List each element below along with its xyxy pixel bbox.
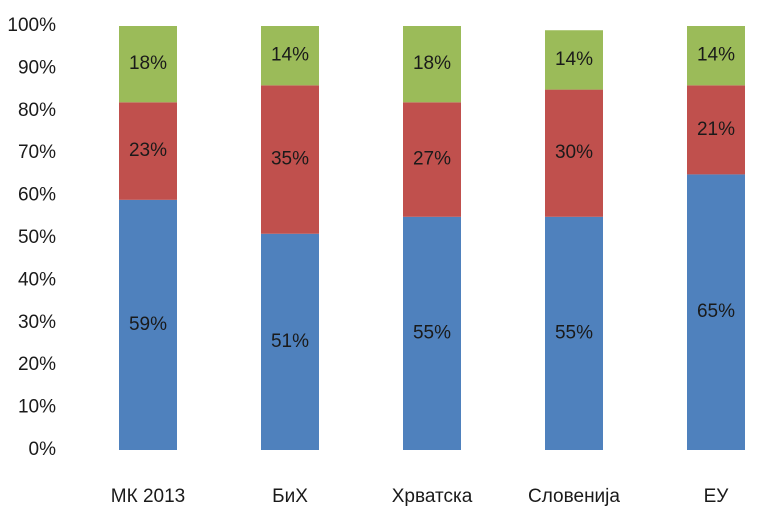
y-tick-label: 70%: [18, 142, 56, 163]
y-tick-label: 50%: [18, 227, 56, 248]
x-tick-label: МК 2013: [111, 486, 185, 507]
bar-segment: [403, 26, 461, 103]
data-label: 65%: [697, 301, 735, 322]
data-label: 21%: [697, 119, 735, 140]
bar-segment: [687, 26, 745, 86]
bar-segment: [687, 174, 745, 450]
data-label: 14%: [271, 45, 309, 66]
x-tick-label: Словенија: [528, 486, 620, 507]
data-label: 27%: [413, 149, 451, 170]
x-tick-label: Хрватска: [392, 486, 473, 507]
y-tick-label: 10%: [18, 397, 56, 418]
bar-segment: [687, 85, 745, 175]
bar-segment: [261, 26, 319, 86]
y-tick-label: 60%: [18, 185, 56, 206]
data-label: 55%: [413, 322, 451, 343]
bar-segment: [119, 26, 177, 103]
data-label: 51%: [271, 331, 309, 352]
data-label: 14%: [697, 45, 735, 66]
y-tick-label: 0%: [29, 439, 57, 460]
data-label: 30%: [555, 142, 593, 163]
bar-segment: [403, 216, 461, 450]
y-tick-label: 40%: [18, 269, 56, 290]
y-tick-label: 20%: [18, 354, 56, 375]
bar-segment: [261, 85, 319, 234]
data-label: 23%: [129, 140, 167, 161]
bar-segment: [545, 216, 603, 450]
data-label: 55%: [555, 322, 593, 343]
data-label: 14%: [555, 49, 593, 70]
y-tick-label: 90%: [18, 57, 56, 78]
x-tick-label: ЕУ: [704, 486, 730, 507]
bar-segment: [261, 233, 319, 450]
bar-segment: [545, 30, 603, 90]
bar-segment: [119, 102, 177, 200]
y-tick-label: 30%: [18, 312, 56, 333]
bar-segment: [545, 89, 603, 217]
x-tick-label: БиХ: [272, 486, 308, 507]
y-tick-label: 80%: [18, 100, 56, 121]
bar-segment: [119, 199, 177, 450]
data-label: 59%: [129, 314, 167, 335]
data-label: 18%: [129, 53, 167, 74]
data-label: 18%: [413, 53, 451, 74]
y-tick-label: 100%: [7, 15, 56, 36]
bar-segment: [403, 102, 461, 217]
data-label: 35%: [271, 149, 309, 170]
